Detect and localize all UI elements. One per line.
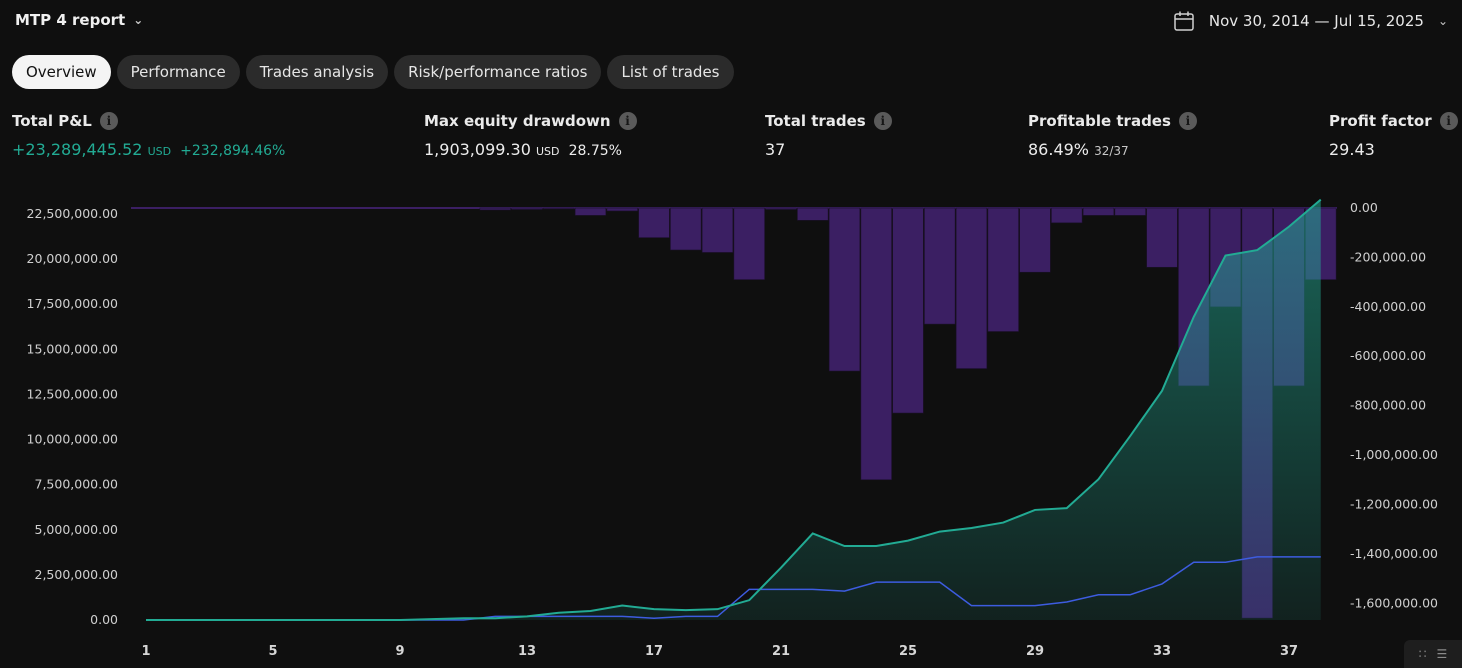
- drawdown-bar: [638, 207, 670, 238]
- tab-performance[interactable]: Performance: [116, 55, 240, 89]
- tab-overview[interactable]: Overview: [12, 55, 111, 89]
- right-axis-tick-label: -800,000.00: [1350, 398, 1426, 413]
- report-title-dropdown[interactable]: MTP 4 report ⌄: [15, 11, 143, 29]
- currency-unit: USD: [535, 145, 560, 158]
- info-icon[interactable]: i: [99, 112, 118, 130]
- stat-label: Max equity drawdown: [424, 112, 611, 130]
- left-axis-tick-label: 0.00: [90, 612, 118, 627]
- right-axis-tick-label: -600,000.00: [1350, 348, 1426, 363]
- date-range-picker[interactable]: Nov 30, 2014 — Jul 15, 2025 ⌄: [1173, 10, 1448, 32]
- left-axis-tick-label: 20,000,000.00: [27, 251, 118, 266]
- drawdown-bar: [860, 207, 892, 481]
- x-axis-tick-label: 17: [645, 644, 663, 659]
- info-icon[interactable]: i: [1178, 112, 1197, 130]
- x-axis-tick-label: 13: [518, 644, 536, 659]
- info-icon[interactable]: i: [618, 112, 637, 130]
- drawdown-bar: [733, 207, 765, 280]
- tab-list-of-trades[interactable]: List of trades: [607, 55, 734, 89]
- drawdown-bar: [1051, 207, 1083, 224]
- chevron-down-icon: ⌄: [1437, 14, 1448, 28]
- x-axis-tick-label: 9: [395, 644, 404, 659]
- drawdown-bar: [1019, 207, 1051, 273]
- settings-sliders-icon: ☰: [1436, 647, 1448, 661]
- total-trades-value: 37: [765, 140, 786, 159]
- stat-label: Profit factor: [1329, 112, 1432, 130]
- left-axis-tick-label: 15,000,000.00: [27, 341, 118, 356]
- drawdown-bar: [1082, 207, 1115, 216]
- drawdown-bar: [1114, 207, 1146, 216]
- info-icon[interactable]: i: [873, 112, 892, 130]
- x-axis-tick-label: 33: [1153, 644, 1171, 659]
- right-axis-tick-label: -1,600,000.00: [1350, 595, 1438, 610]
- max-drawdown-percent: 28.75%: [568, 143, 622, 159]
- x-axis-tick-label: 5: [268, 644, 277, 659]
- drawdown-bar: [479, 207, 511, 211]
- stat-label: Total trades: [765, 112, 866, 130]
- x-axis-tick-label: 29: [1026, 644, 1044, 659]
- profit-factor-value: 29.43: [1329, 140, 1375, 159]
- right-axis-tick-label: -1,200,000.00: [1350, 496, 1438, 511]
- drawdown-bar: [574, 207, 607, 216]
- x-axis-tick-label: 1: [141, 644, 150, 659]
- left-axis-tick-label: 10,000,000.00: [27, 432, 118, 447]
- drawdown-bar: [765, 207, 797, 210]
- drawdown-bar: [955, 207, 988, 369]
- right-axis-tick-label: -400,000.00: [1350, 299, 1426, 314]
- left-axis-tick-label: 12,500,000.00: [27, 386, 118, 401]
- info-icon[interactable]: i: [1439, 112, 1458, 130]
- drag-handle-icon: ∷: [1418, 647, 1427, 661]
- report-title: MTP 4 report: [15, 11, 126, 29]
- top-bar: MTP 4 report ⌄ Nov 30, 2014 — Jul 15, 20…: [0, 0, 1462, 44]
- right-axis-tick-label: -200,000.00: [1350, 249, 1426, 264]
- report-tabs: Overview Performance Trades analysis Ris…: [12, 55, 734, 89]
- drawdown-bar: [1146, 207, 1178, 268]
- currency-unit: USD: [147, 145, 172, 158]
- stat-label: Total P&L: [12, 112, 92, 130]
- x-axis-tick-label: 37: [1280, 644, 1298, 659]
- profitable-ratio: 32/37: [1094, 144, 1129, 158]
- equity-chart[interactable]: 0.00 2,500,000.00 5,000,000.00 7,500,000.00…: [0, 195, 1462, 668]
- left-axis-tick-label: 7,500,000.00: [35, 477, 119, 492]
- total-pnl-percent: +232,894.46%: [180, 143, 286, 159]
- stat-profitable-trades: Profitable trades i 86.49% 32/37: [1028, 112, 1197, 159]
- equity-area: [146, 199, 1321, 620]
- right-axis-tick-label: 0.00: [1350, 200, 1378, 215]
- max-drawdown-value: 1,903,099.30: [424, 140, 531, 159]
- drawdown-bar: [543, 207, 575, 210]
- stat-max-drawdown: Max equity drawdown i 1,903,099.30 USD 28…: [424, 112, 637, 159]
- profitable-percent: 86.49%: [1028, 140, 1090, 159]
- right-axis-tick-label: -1,000,000.00: [1350, 447, 1438, 462]
- calendar-icon: [1174, 11, 1194, 31]
- drawdown-bar: [892, 207, 924, 414]
- total-pnl-value: +23,289,445.52: [12, 140, 143, 159]
- equity-line: [146, 198, 1322, 621]
- right-axis-tick-label: -1,400,000.00: [1350, 546, 1438, 561]
- stat-profit-factor: Profit factor i 29.43: [1329, 112, 1458, 159]
- tab-risk-performance-ratios[interactable]: Risk/performance ratios: [394, 55, 602, 89]
- x-axis-tick-label: 25: [899, 644, 917, 659]
- chevron-down-icon: ⌄: [133, 13, 144, 27]
- stat-label: Profitable trades: [1028, 112, 1171, 130]
- drawdown-bar: [828, 207, 861, 372]
- chart-settings[interactable]: ∷ ☰: [1404, 640, 1462, 668]
- drawdown-bar: [511, 207, 543, 210]
- stat-total-pnl: Total P&L i +23,289,445.52 USD +232,894.4…: [12, 112, 285, 159]
- left-axis-tick-label: 17,500,000.00: [27, 296, 118, 311]
- x-axis-tick-label: 21: [772, 644, 790, 659]
- drawdown-bar: [797, 207, 829, 221]
- left-axis-tick-label: 5,000,000.00: [35, 522, 119, 537]
- date-range-text: Nov 30, 2014 — Jul 15, 2025: [1208, 12, 1424, 30]
- left-axis-tick-label: 22,500,000.00: [27, 206, 118, 221]
- drawdown-bar: [701, 207, 734, 253]
- drawdown-bar: [987, 207, 1019, 332]
- tab-trades-analysis[interactable]: Trades analysis: [245, 55, 389, 89]
- drawdown-bar: [606, 207, 638, 212]
- drawdown-bar: [924, 207, 956, 325]
- stat-total-trades: Total trades i 37: [765, 112, 892, 159]
- drawdown-bar: [670, 207, 702, 251]
- left-axis-tick-label: 2,500,000.00: [35, 567, 119, 582]
